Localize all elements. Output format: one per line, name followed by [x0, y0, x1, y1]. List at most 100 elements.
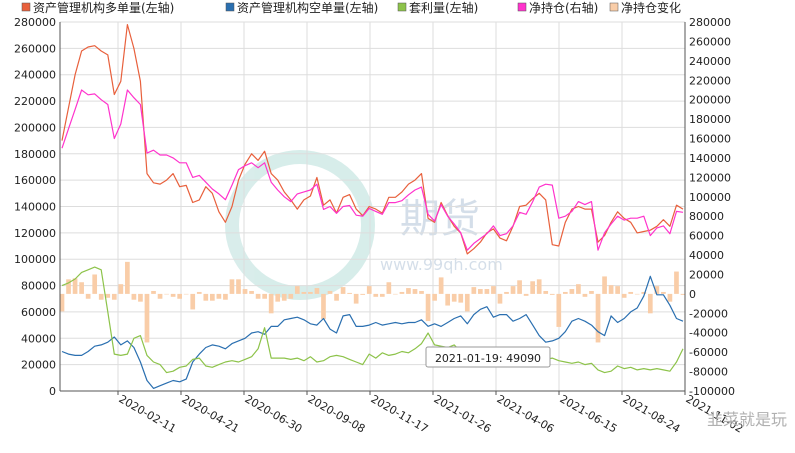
line-series-layer [61, 24, 684, 389]
corner-watermark: 韭菜就是玩 [707, 410, 787, 429]
y-right-tick-label: 200000 [689, 94, 731, 107]
bar-net-change [373, 293, 379, 297]
bar-net-change [170, 293, 176, 297]
bar-net-change [340, 287, 346, 294]
bar-net-change [589, 290, 594, 294]
bar-net-change [569, 289, 575, 294]
legend-swatch [21, 2, 31, 12]
series-line-3 [61, 89, 684, 251]
bar-net-change [478, 289, 483, 294]
x-tick-label: 2021-08-24 [621, 392, 683, 435]
y-right-tick-label: 180000 [689, 113, 731, 126]
bar-net-change [432, 293, 437, 301]
bar-net-change [419, 290, 424, 294]
tooltip-box [425, 346, 551, 368]
y-left-tick-label: 220000 [14, 95, 56, 108]
bar-net-change [667, 293, 673, 302]
bar-net-change [445, 293, 451, 306]
y-right-tick-label: 80000 [689, 210, 724, 223]
y-right-tick-label: 40000 [689, 249, 724, 262]
bar-net-change [484, 289, 490, 294]
bar-net-change [661, 291, 666, 294]
y-left-tick-label: 280000 [14, 16, 56, 29]
bar-net-change [471, 287, 477, 294]
bar-net-change [393, 293, 398, 295]
y-left-tick-label: 240000 [14, 69, 56, 82]
bar-net-change [216, 293, 222, 299]
series-line-1 [61, 275, 684, 389]
bar-net-change [98, 293, 104, 300]
bar-net-change [451, 293, 457, 302]
watermark-logo-icon [225, 150, 375, 300]
bar-net-change [203, 293, 209, 301]
bar-net-change [288, 293, 294, 299]
bar-net-change [615, 286, 620, 294]
tooltip-text: 2021-01-19: 49090 [435, 352, 541, 365]
bar-net-change [183, 293, 189, 295]
bar-net-change [131, 293, 137, 300]
legend-label: 净持仓变化 [621, 0, 681, 15]
legend-swatch [397, 2, 407, 12]
bar-net-change [66, 279, 71, 294]
bar-net-change [641, 291, 647, 294]
bar-net-change [353, 293, 359, 304]
bar-series-layer [59, 261, 686, 343]
bar-net-change [255, 293, 261, 299]
bar-net-change [242, 289, 248, 294]
watermark: 期货 www.99qh.com [225, 150, 503, 300]
series-line-2 [61, 266, 684, 374]
y-right-tick-label: 0 [689, 288, 696, 301]
x-tick-label: 2021-04-06 [495, 392, 557, 435]
legend-label: 资产管理机构多单量(左轴) [33, 0, 174, 15]
bar-net-change [523, 293, 529, 296]
x-tick-label: 2020-11-17 [369, 392, 431, 435]
bar-net-change [556, 293, 562, 327]
bar-net-change [327, 290, 333, 294]
bar-net-change [680, 293, 686, 295]
watermark-brand: 期货 [400, 196, 480, 242]
legend-item-1: 资产管理机构空单量(左轴) [225, 0, 378, 15]
y-right-tick-label: 60000 [689, 230, 724, 243]
bar-net-change [497, 293, 503, 304]
bar-net-change [308, 291, 313, 294]
legend-label: 套利量(左轴) [409, 0, 478, 15]
y-left-tick-label: 200000 [14, 121, 56, 134]
bar-net-change [543, 290, 549, 294]
bar-net-change [105, 293, 111, 298]
bar-net-change [262, 293, 267, 299]
bar-net-change [366, 286, 372, 294]
y-left-tick-label: 60000 [21, 306, 56, 319]
legend-swatch [225, 2, 235, 12]
bar-net-change [79, 282, 84, 294]
tooltip: 2021-01-19: 49090 [425, 346, 551, 368]
bar-net-change [628, 291, 634, 294]
y-right-tick-label: 140000 [689, 152, 731, 165]
bar-net-change [406, 288, 411, 294]
y-left-tick-label: 120000 [14, 227, 56, 240]
bar-net-change [654, 286, 660, 294]
y-left-tick-label: 180000 [14, 148, 56, 161]
bar-net-change [268, 293, 274, 314]
bar-net-change [125, 261, 130, 294]
bar-net-change [536, 279, 542, 294]
bar-net-change [164, 293, 169, 295]
bar-net-change [602, 276, 607, 294]
bar-net-change [576, 284, 581, 294]
bar-net-change [157, 293, 163, 299]
y-right-tick-label: 20000 [689, 268, 724, 281]
series-line-0 [61, 24, 684, 255]
x-tick-label: 2020-09-08 [306, 392, 368, 435]
x-tick-label: 2020-06-30 [243, 392, 305, 435]
legend-swatch [609, 2, 619, 12]
y-right-tick-label: 220000 [689, 74, 731, 87]
bar-net-change [458, 293, 464, 303]
bar-net-change [608, 285, 614, 294]
bar-net-change [621, 293, 627, 298]
bar-net-change [399, 291, 405, 294]
x-tick-label: 2020-02-11 [117, 392, 179, 435]
y-left-tick-label: 20000 [21, 359, 56, 372]
legend-item-4: 净持仓变化 [609, 0, 681, 15]
bar-net-change [549, 293, 555, 295]
bar-net-change [464, 293, 470, 312]
y-right-tick-label: -100000 [689, 385, 735, 398]
